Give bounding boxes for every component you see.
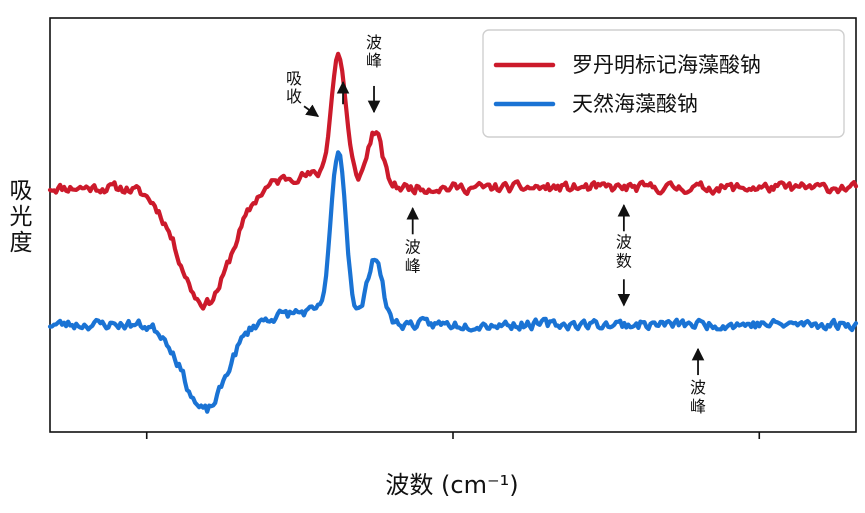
legend: 罗丹明标记海藻酸钠 天然海藻酸钠	[482, 29, 845, 138]
annotation-2-char-0: 波	[405, 237, 421, 256]
legend-label-series-1: 天然海藻酸钠	[572, 92, 698, 116]
annotation-3-char-0: 波	[616, 232, 632, 251]
legend-box	[482, 29, 845, 138]
y-axis-label-char-3: 度	[10, 230, 33, 256]
y-axis-label: 吸 光 度	[10, 178, 33, 256]
x-axis-ticks	[145, 432, 761, 439]
annotation-1-char-1: 峰	[366, 51, 382, 70]
annotation-2-char-1: 峰	[405, 256, 421, 275]
annotation-0-char-1: 收	[286, 87, 302, 106]
annotation-4-char-1: 峰	[690, 397, 706, 416]
series-line-0	[47, 51, 859, 311]
x-axis-label: 波数 (cm⁻¹)	[385, 471, 518, 499]
legend-label-series-0: 罗丹明标记海藻酸钠	[572, 53, 761, 77]
y-axis-label-char-1: 吸	[10, 178, 33, 204]
series-layer	[47, 51, 859, 414]
annotation-0-arrow-diag	[303, 104, 320, 117]
annotation-4-char-0: 波	[690, 378, 706, 397]
series-line-1	[47, 150, 859, 414]
annotation-3-char-1: 数	[616, 251, 632, 270]
annotation-0-char-0: 吸	[286, 69, 302, 88]
annotation-1-char-0: 波	[366, 33, 382, 52]
y-axis-label-char-2: 光	[10, 204, 33, 230]
